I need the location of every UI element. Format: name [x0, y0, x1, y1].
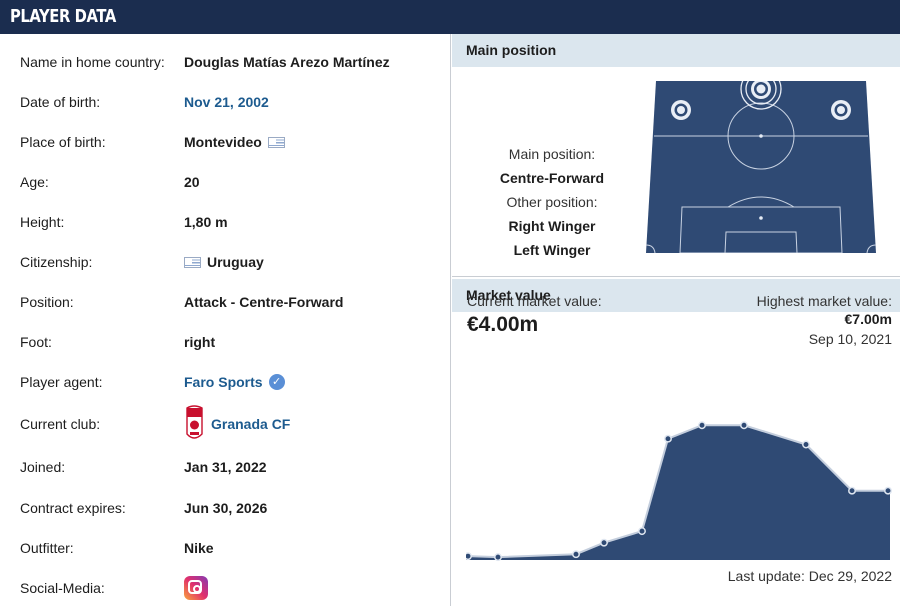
row-social-media: Social-Media: [0, 568, 451, 606]
main-position-value: Centre-Forward [499, 170, 605, 186]
row-label: Position: [20, 294, 74, 310]
row-joined: Joined: Jan 31, 2022 [0, 447, 451, 487]
row-age: Age: 20 [0, 162, 451, 202]
main-position-label: Main position: [508, 146, 596, 162]
position-text-block: Main position: Centre-Forward Other posi… [452, 142, 652, 262]
highest-market-value-label: Highest market value: [756, 293, 892, 309]
main-position-title: Main position [466, 42, 557, 58]
row-value: 20 [184, 174, 200, 190]
left-winger-marker [671, 100, 691, 120]
instagram-icon[interactable] [184, 576, 208, 600]
right-winger-marker [831, 100, 851, 120]
row-player-agent: Player agent: Faro Sports ✓ [0, 362, 451, 402]
corner-arc [866, 244, 876, 253]
row-value: Nike [184, 540, 214, 556]
row-label: Height: [20, 214, 65, 230]
uruguay-flag-icon [267, 136, 285, 148]
market-value-header: Market value [452, 279, 900, 312]
highest-market-value: €7.00m [844, 311, 892, 327]
chart-point[interactable] [600, 538, 608, 547]
granada-cf-crest-icon[interactable] [184, 404, 205, 444]
market-value-chart [466, 421, 892, 562]
row-value: Jun 30, 2026 [184, 500, 268, 516]
penalty-spot [759, 216, 763, 220]
row-value-wrap: Uruguay [184, 254, 264, 270]
row-height: Height: 1,80 m [0, 202, 451, 242]
current-market-value: €4.00m [467, 313, 539, 336]
player-agent-link[interactable]: Faro Sports [184, 374, 263, 390]
current-market-value-label: Current market value: [467, 293, 602, 309]
place-of-birth-value: Montevideo [184, 134, 262, 150]
highest-market-value-date: Sep 10, 2021 [808, 331, 892, 347]
player-data-panel: Name in home country: Douglas Matías Are… [0, 34, 451, 606]
chart-point[interactable] [740, 421, 748, 430]
chart-point[interactable] [572, 550, 580, 559]
row-label: Joined: [20, 459, 66, 475]
row-label: Current club: [20, 416, 101, 432]
row-value: Douglas Matías Arezo Martínez [184, 54, 390, 70]
date-of-birth-link[interactable]: Nov 21, 2002 [184, 94, 269, 110]
row-value-wrap [184, 576, 208, 600]
penalty-area [679, 206, 843, 253]
row-value-wrap: Montevideo [184, 134, 285, 150]
row-label: Foot: [20, 334, 52, 350]
main-position-header: Main position [452, 34, 900, 67]
corner-arc [646, 244, 656, 253]
row-value: Jan 31, 2022 [184, 459, 267, 475]
row-value-wrap: Granada CF [184, 404, 290, 444]
goal-area [724, 231, 798, 253]
chart-point[interactable] [466, 552, 472, 561]
row-foot: Foot: right [0, 322, 451, 362]
penalty-arc [727, 196, 795, 208]
chart-point[interactable] [848, 486, 856, 495]
pitch-diagram [646, 81, 876, 253]
row-label: Age: [20, 174, 49, 190]
row-label: Outfitter: [20, 540, 74, 556]
pitch-surface [646, 81, 876, 253]
chart-point[interactable] [494, 553, 502, 562]
row-value: right [184, 334, 216, 350]
last-update-text: Last update: Dec 29, 2022 [727, 568, 892, 584]
other-position-value: Left Winger [513, 242, 591, 258]
row-place-of-birth: Place of birth: Montevideo [0, 122, 451, 162]
row-outfitter: Outfitter: Nike [0, 528, 451, 568]
section-divider [452, 276, 900, 277]
market-value-title: Market value [466, 287, 551, 303]
row-label: Social-Media: [20, 580, 105, 596]
chart-point[interactable] [802, 440, 810, 449]
chart-point[interactable] [698, 421, 706, 430]
row-contract-expires: Contract expires: Jun 30, 2026 [0, 488, 451, 528]
row-label: Name in home country: [20, 54, 165, 70]
row-citizenship: Citizenship: Uruguay [0, 242, 451, 282]
chart-area [466, 425, 890, 560]
row-name-home: Name in home country: Douglas Matías Are… [0, 42, 451, 82]
centre-circle [727, 102, 795, 170]
chart-point[interactable] [638, 527, 646, 536]
row-label: Player agent: [20, 374, 103, 390]
row-value: 1,80 m [184, 214, 228, 230]
row-value-wrap: Faro Sports ✓ [184, 374, 285, 390]
row-label: Citizenship: [20, 254, 93, 270]
citizenship-value: Uruguay [207, 254, 264, 270]
other-position-value: Right Winger [508, 218, 596, 234]
row-label: Place of birth: [20, 134, 106, 150]
current-club-link[interactable]: Granada CF [211, 416, 291, 432]
row-label: Contract expires: [20, 500, 126, 516]
row-position: Position: Attack - Centre-Forward [0, 282, 451, 322]
uruguay-flag-icon [184, 256, 201, 268]
centre-forward-marker [740, 81, 782, 110]
row-date-of-birth: Date of birth: Nov 21, 2002 [0, 82, 451, 122]
other-position-label: Other position: [506, 194, 598, 210]
header-title: PLAYER DATA [10, 6, 116, 27]
verified-check-icon: ✓ [268, 374, 285, 390]
right-panel: Main position Main position: Centre-Forw… [452, 34, 900, 606]
row-label: Date of birth: [20, 94, 101, 110]
player-data-header: PLAYER DATA [0, 0, 900, 34]
row-value: Attack - Centre-Forward [184, 294, 344, 310]
chart-point[interactable] [884, 486, 892, 495]
centre-spot [759, 134, 763, 138]
chart-point[interactable] [664, 434, 672, 443]
row-current-club: Current club: Granada CF [0, 402, 451, 446]
